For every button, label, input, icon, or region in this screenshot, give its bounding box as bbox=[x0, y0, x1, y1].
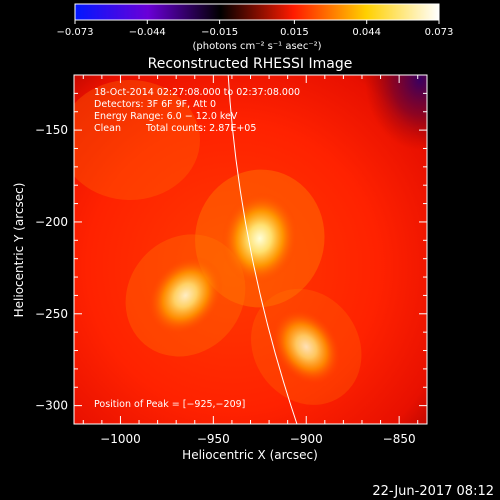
x-tick-label: −950 bbox=[197, 432, 230, 446]
colorbar-ticks: −0.073 −0.044 −0.015 0.015 0.044 0.073 bbox=[56, 20, 453, 38]
y-axis-ticks: −150 −200 −250 −300 bbox=[35, 74, 427, 425]
x-axis-label: Heliocentric X (arcsec) bbox=[182, 448, 318, 462]
y-axis-label: Heliocentric Y (arcsec) bbox=[12, 183, 26, 318]
dark-corner-region bbox=[365, 75, 427, 150]
annotation-detectors: Detectors: 3F 6F 9F, Att 0 bbox=[94, 99, 216, 110]
colorbar-tick-label: 0.044 bbox=[352, 27, 381, 38]
upper-left-glow bbox=[74, 80, 200, 200]
solar-limb-curve bbox=[227, 75, 298, 424]
y-tick-label: −250 bbox=[35, 307, 68, 321]
x-axis-ticks: −1000 −950 −900 −850 bbox=[82, 75, 419, 446]
source-core bbox=[221, 192, 299, 285]
x-tick-label: −900 bbox=[290, 432, 323, 446]
annotation-time-range: 18-Oct-2014 02:27:08.000 to 02:37:08.000 bbox=[94, 87, 300, 98]
y-tick-label: −200 bbox=[35, 215, 68, 229]
colorbar-tick-label: −0.073 bbox=[56, 27, 93, 38]
x-tick-label: −850 bbox=[383, 432, 416, 446]
y-tick-label: −300 bbox=[35, 399, 68, 413]
colorbar-tick-label: −0.044 bbox=[129, 27, 166, 38]
source-core bbox=[271, 309, 341, 385]
y-tick-label: −150 bbox=[35, 123, 68, 137]
heatmap-image bbox=[74, 75, 427, 424]
source-core bbox=[147, 256, 223, 335]
annotation-peak-position: Position of Peak = [−925,−209] bbox=[94, 399, 245, 410]
colorbar bbox=[74, 3, 440, 21]
plot-date: 22-Jun-2017 08:12 bbox=[372, 484, 494, 499]
annotation-energy-range: Energy Range: 6.0 − 12.0 keV bbox=[94, 111, 238, 122]
chart-title: Reconstructed RHESSI Image bbox=[148, 56, 353, 72]
colorbar-tick-label: 0.073 bbox=[425, 27, 454, 38]
x-tick-label: −1000 bbox=[100, 432, 141, 446]
annotation-total-counts: Total counts: 2.87E+05 bbox=[145, 123, 256, 134]
sources-layer bbox=[125, 169, 362, 405]
colorbar-tick-label: 0.015 bbox=[280, 27, 309, 38]
colorbar-tick-label: −0.015 bbox=[201, 27, 238, 38]
annotation-clean: Clean bbox=[94, 123, 121, 134]
colorbar-units: (photons cm⁻² s⁻¹ asec⁻²) bbox=[192, 41, 321, 52]
